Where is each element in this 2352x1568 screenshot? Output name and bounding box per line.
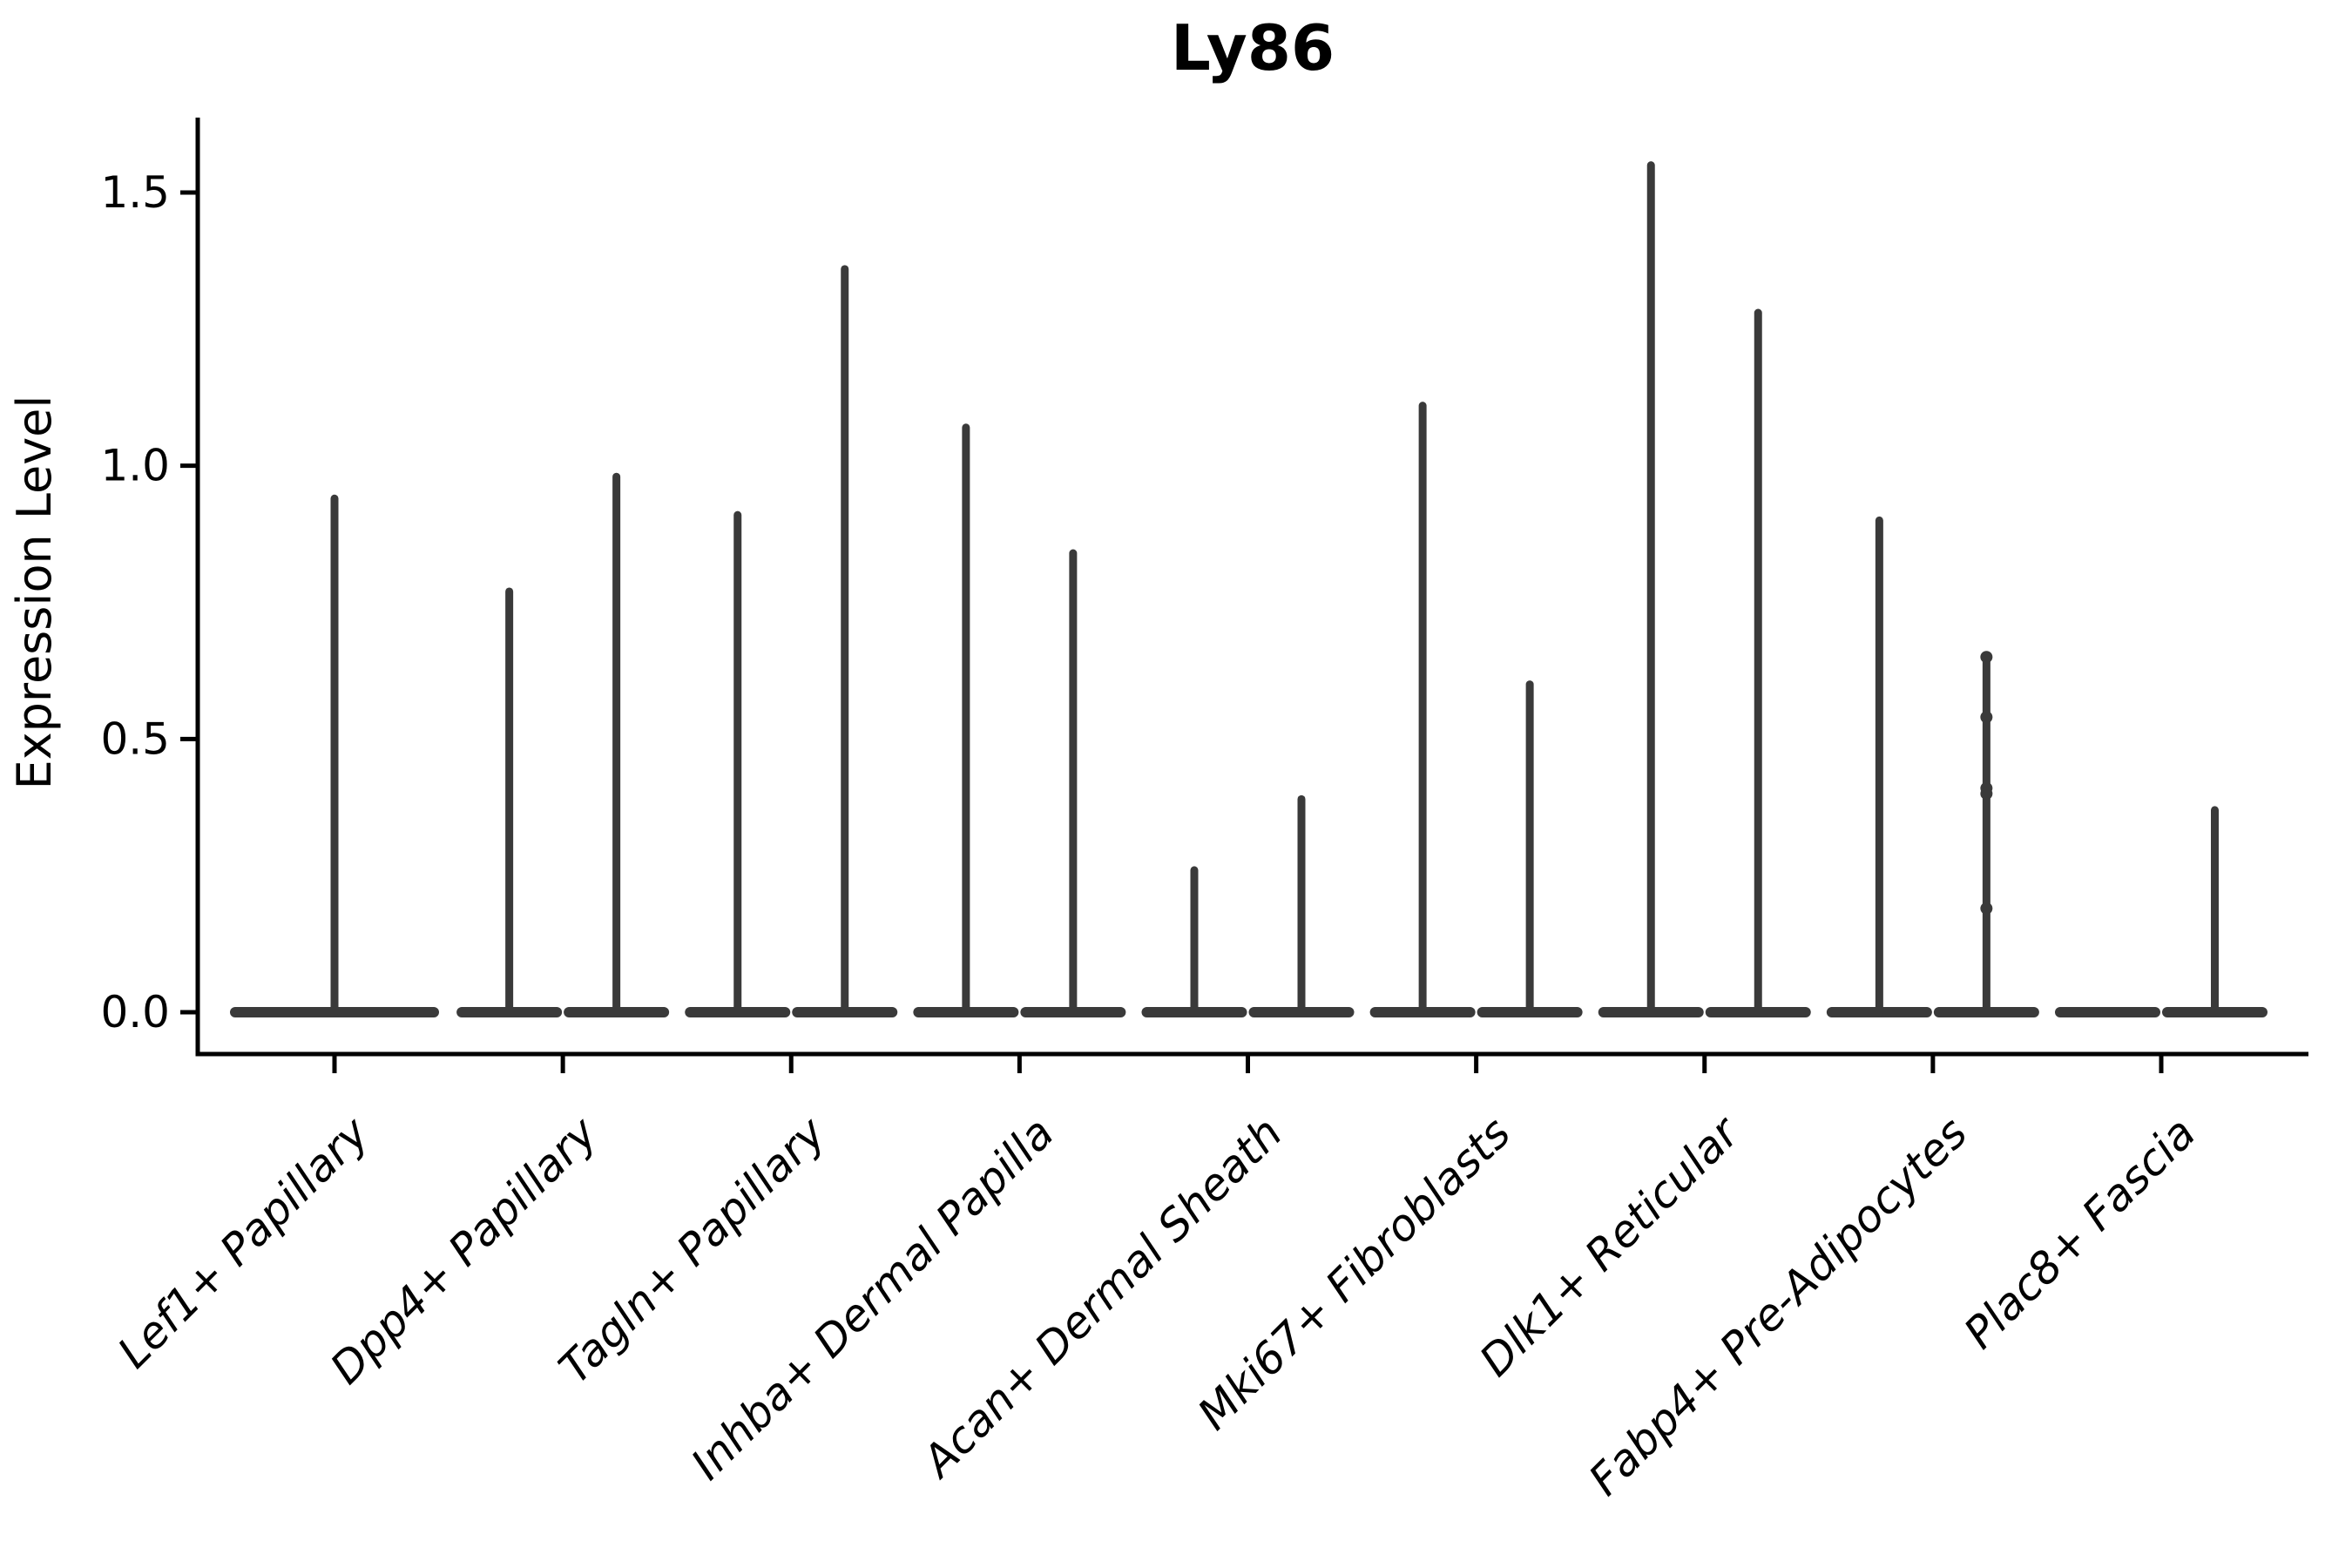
data-point bbox=[1980, 902, 1993, 915]
y-tick-label: 0.0 bbox=[100, 987, 170, 1037]
category-label: Lef1+ Papillary bbox=[108, 1106, 379, 1377]
chart-title: Ly86 bbox=[1171, 11, 1335, 84]
category-label: Inhba+ Dermal Papilla bbox=[681, 1107, 1063, 1489]
violin-base bbox=[2055, 1007, 2160, 1017]
category-label: Fabp4+ Pre-Adipocytes bbox=[1579, 1107, 1977, 1505]
data-point bbox=[1980, 711, 1993, 724]
y-tick-label: 1.5 bbox=[100, 167, 170, 218]
y-tick-label: 1.0 bbox=[100, 441, 170, 491]
data-point bbox=[1980, 651, 1993, 664]
data-point bbox=[1980, 787, 1993, 801]
y-axis-label: Expression Level bbox=[7, 395, 62, 790]
y-tick-label: 0.5 bbox=[100, 713, 170, 764]
category-label: Plac8+ Fascia bbox=[1955, 1107, 2206, 1358]
category-label: Acan+ Dermal Sheath bbox=[911, 1107, 1292, 1488]
